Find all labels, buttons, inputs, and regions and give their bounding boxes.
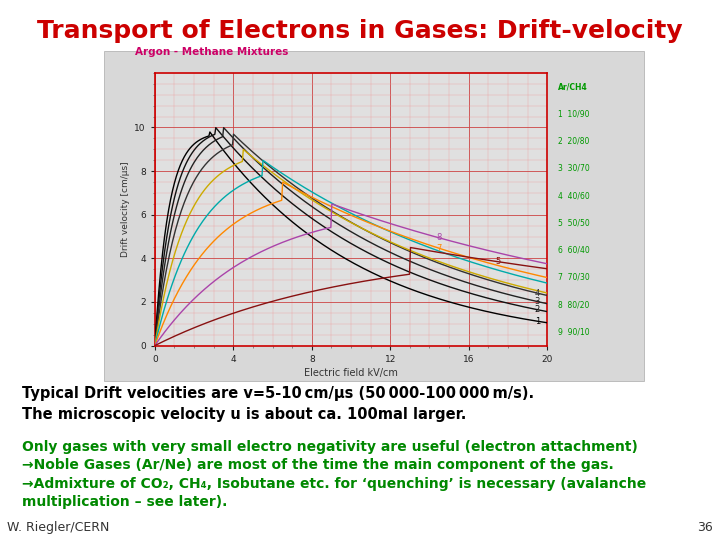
Text: 5  50/50: 5 50/50 — [558, 218, 590, 227]
Text: Ar/CH4: Ar/CH4 — [558, 82, 588, 91]
Text: 6  60/40: 6 60/40 — [558, 246, 590, 255]
Text: 7: 7 — [436, 244, 442, 253]
Text: 7  70/30: 7 70/30 — [558, 273, 590, 282]
Text: 36: 36 — [697, 521, 713, 534]
Text: 4  40/60: 4 40/60 — [558, 191, 590, 200]
Text: Only gases with very small electro negativity are useful (electron attachment)
→: Only gases with very small electro negat… — [22, 440, 646, 509]
Text: W. Riegler/CERN: W. Riegler/CERN — [7, 521, 109, 534]
Text: 1  10/90: 1 10/90 — [558, 109, 590, 118]
Text: 8: 8 — [436, 233, 442, 242]
Text: 2  20/80: 2 20/80 — [558, 137, 590, 146]
Text: 3  30/70: 3 30/70 — [558, 164, 590, 173]
Text: 9  90/10: 9 90/10 — [558, 327, 590, 336]
Text: Typical Drift velocities are v=5-10 cm/μs (50 000-100 000 m/s).
The microscopic : Typical Drift velocities are v=5-10 cm/μ… — [22, 386, 534, 422]
X-axis label: Electric field kV/cm: Electric field kV/cm — [304, 368, 398, 378]
Y-axis label: Drift velocity [cm/μs]: Drift velocity [cm/μs] — [121, 161, 130, 257]
Text: 5: 5 — [495, 257, 501, 266]
Text: Argon - Methane Mixtures: Argon - Methane Mixtures — [135, 46, 289, 57]
Text: 4: 4 — [535, 289, 540, 298]
Text: 8  80/20: 8 80/20 — [558, 300, 590, 309]
Text: Transport of Electrons in Gases: Drift-velocity: Transport of Electrons in Gases: Drift-v… — [37, 19, 683, 43]
Text: 2: 2 — [535, 305, 540, 314]
Text: 1: 1 — [535, 317, 540, 326]
Text: 3: 3 — [535, 297, 540, 306]
FancyBboxPatch shape — [104, 51, 644, 381]
